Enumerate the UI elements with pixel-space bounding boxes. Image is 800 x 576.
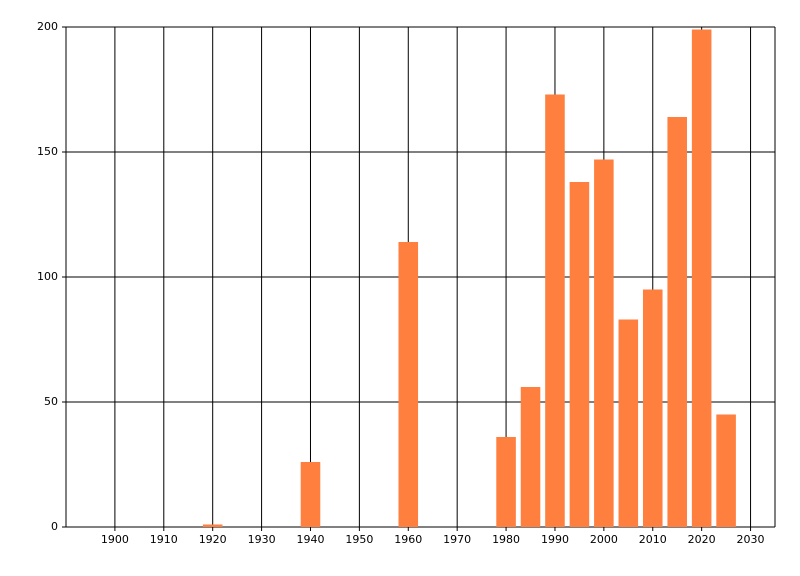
y-tick-label: 150 bbox=[37, 145, 58, 158]
bar bbox=[496, 437, 516, 527]
y-tick-label: 200 bbox=[37, 20, 58, 33]
x-tick-label: 2000 bbox=[590, 533, 618, 546]
x-tick-label: 2030 bbox=[737, 533, 765, 546]
x-tick-label: 2020 bbox=[688, 533, 716, 546]
x-tick-label: 1920 bbox=[199, 533, 227, 546]
bar bbox=[691, 29, 712, 527]
bar bbox=[202, 524, 223, 527]
bar bbox=[300, 462, 321, 527]
bar bbox=[398, 242, 419, 527]
x-tick-label: 1960 bbox=[394, 533, 422, 546]
bar bbox=[618, 319, 639, 527]
x-tick-label: 1980 bbox=[492, 533, 520, 546]
y-tick-label: 50 bbox=[44, 395, 58, 408]
x-tick-label: 1930 bbox=[248, 533, 276, 546]
x-tick-label: 1910 bbox=[150, 533, 178, 546]
bar bbox=[667, 117, 687, 527]
x-tick-label: 1990 bbox=[541, 533, 569, 546]
bar bbox=[642, 289, 663, 527]
x-tick-label: 1940 bbox=[296, 533, 324, 546]
bar bbox=[520, 387, 541, 527]
bar bbox=[545, 94, 565, 527]
bar bbox=[569, 182, 590, 527]
x-tick-label: 1950 bbox=[345, 533, 373, 546]
x-tick-label: 2010 bbox=[639, 533, 667, 546]
bar bbox=[594, 159, 614, 527]
y-tick-label: 100 bbox=[37, 270, 58, 283]
bar bbox=[716, 414, 736, 527]
x-tick-label: 1900 bbox=[101, 533, 129, 546]
x-tick-label: 1970 bbox=[443, 533, 471, 546]
y-tick-label: 0 bbox=[51, 520, 58, 533]
